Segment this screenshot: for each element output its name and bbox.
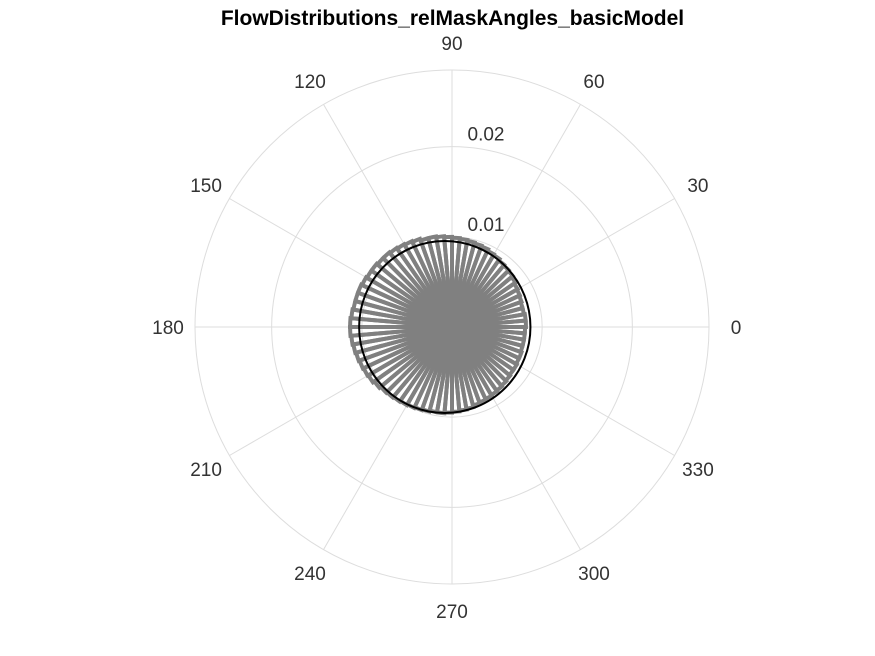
angle-tick-label: 270 xyxy=(436,602,468,623)
angle-tick-label: 60 xyxy=(583,72,604,93)
angle-tick-label: 300 xyxy=(578,564,610,585)
angle-tick-label: 210 xyxy=(190,460,222,481)
tick-labels: 0.01 0.02 0 30 60 90 120 150 180 210 240 270 300 330 xyxy=(152,34,741,623)
angle-tick-label: 30 xyxy=(687,176,708,197)
angle-tick-label: 180 xyxy=(152,318,184,339)
histogram-bars xyxy=(348,234,528,416)
angle-tick-label: 0 xyxy=(731,318,742,339)
angle-tick-label: 120 xyxy=(294,72,326,93)
r-tick-label: 0.01 xyxy=(468,215,505,236)
fit-curve-layer xyxy=(358,240,532,414)
angle-tick-label: 90 xyxy=(441,34,462,55)
angle-tick-label: 240 xyxy=(294,564,326,585)
r-tick-label: 0.02 xyxy=(468,125,505,146)
histogram-bar xyxy=(451,325,528,336)
angle-tick-label: 330 xyxy=(682,460,714,481)
fit-curve xyxy=(358,240,532,414)
chart-title: FlowDistributions_relMaskAngles_basicMod… xyxy=(220,7,685,30)
center-fill xyxy=(420,295,484,359)
angle-tick-label: 150 xyxy=(190,176,222,197)
